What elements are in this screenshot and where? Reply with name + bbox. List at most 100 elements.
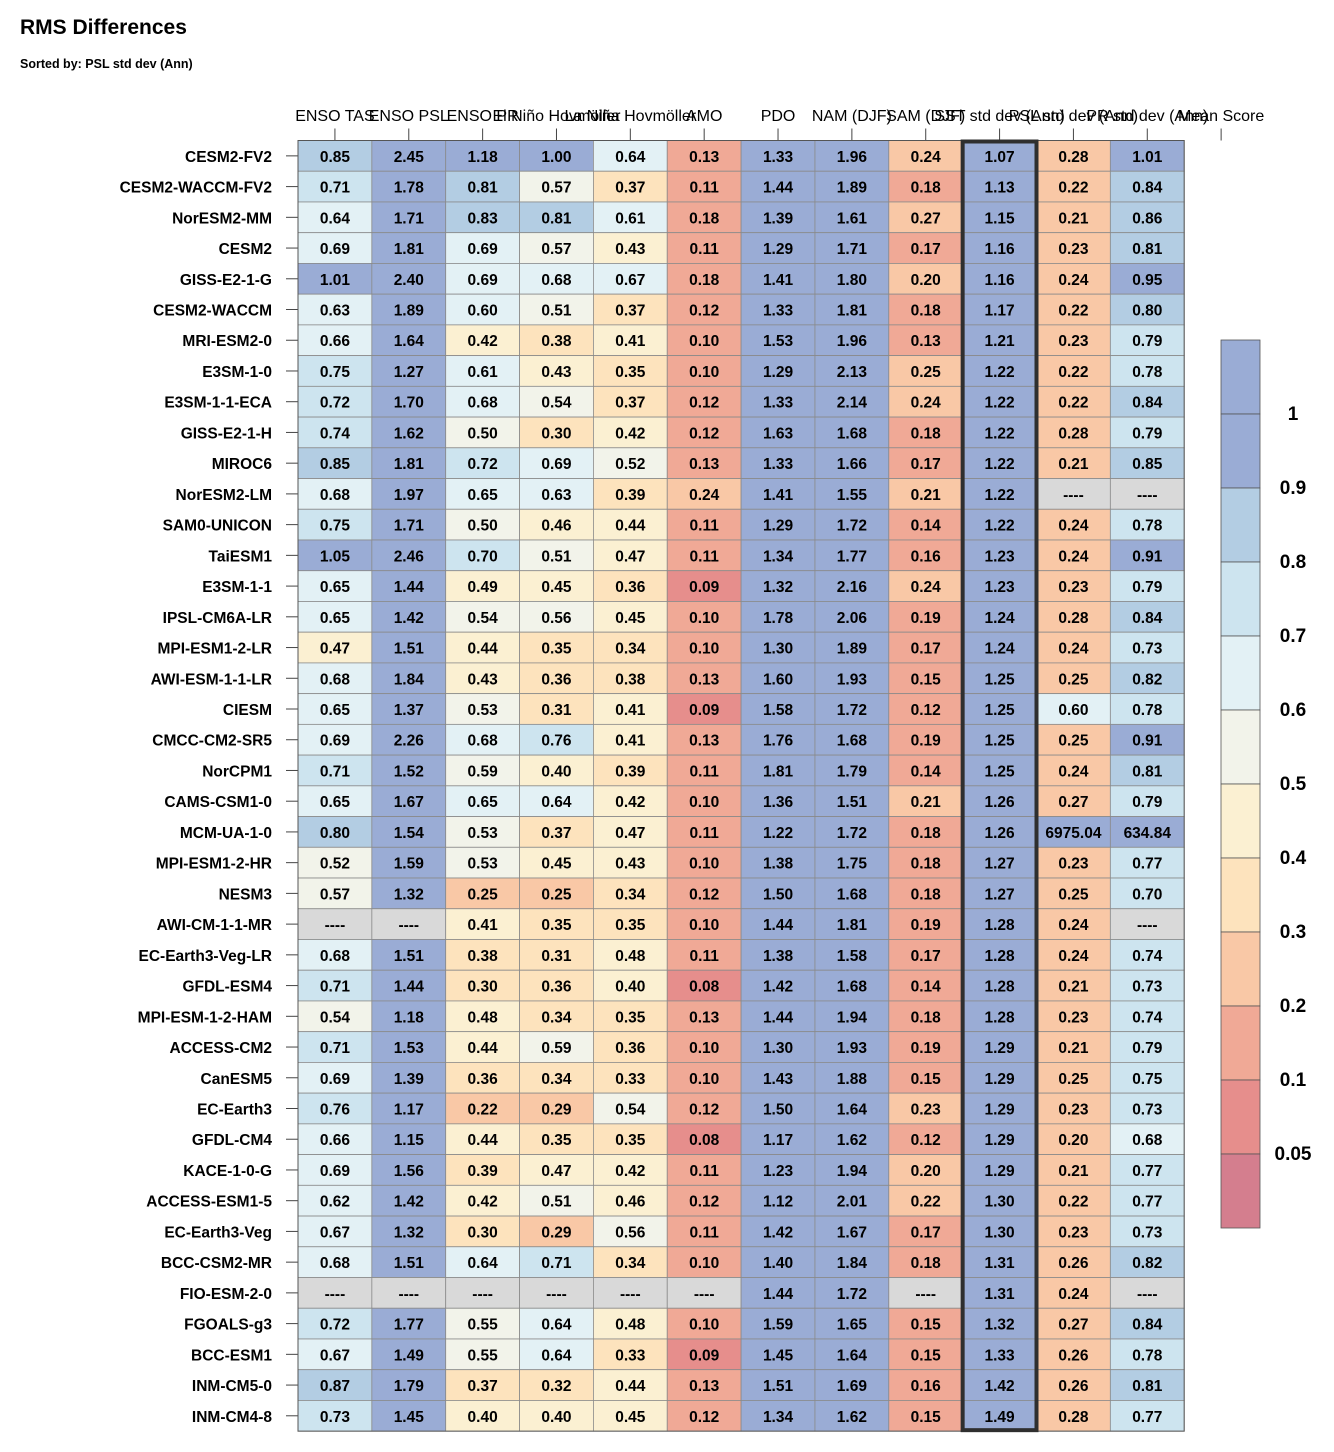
heatmap-cell [814,908,890,940]
cell-value-label: 0.37 [541,825,571,842]
cell-value-label: 2.01 [837,1194,868,1211]
cell-value-label: 0.09 [689,702,720,719]
cell-value-label: 0.27 [911,210,941,227]
heatmap-cell [1109,1215,1185,1248]
heatmap-cell [888,846,964,879]
heatmap-cell [1109,601,1185,633]
cell-value-label: 1.29 [984,1101,1015,1118]
cell-value-label: ---- [1137,487,1158,504]
heatmap-cell [740,1184,816,1217]
heatmap-cell [593,723,668,756]
cell-value-label: 1.42 [763,1224,793,1241]
heatmap-cell [445,1000,520,1033]
heatmap-cell [740,1154,816,1186]
cell-value-label: 1.29 [763,518,794,535]
cell-value-label: 0.24 [689,487,720,504]
cell-value-label: 1.42 [394,610,424,627]
cell-value-label: 0.18 [911,303,942,320]
heatmap-cell [593,1369,668,1401]
heatmap-cell [814,1123,890,1155]
cell-value-label: 0.52 [615,456,645,473]
cell-value-label: 1.93 [837,671,868,688]
cell-value-label: 1.25 [984,702,1015,719]
heatmap-cell [1036,478,1111,510]
heatmap-cell [888,324,964,357]
heatmap-cell [371,263,447,295]
cell-value-label: ---- [915,1286,936,1303]
cell-value-label: 0.25 [468,886,499,903]
heatmap-cell [297,508,373,541]
cell-value-label: 0.74 [1132,948,1163,965]
heatmap-cell [445,1369,520,1401]
cell-value-label: 0.36 [468,1071,499,1088]
cell-value-label: 1.43 [763,1071,794,1088]
cell-value-label: 0.35 [541,1132,572,1149]
colorbar-segment [1220,1153,1261,1229]
cell-value-label: 0.84 [1132,1317,1163,1334]
cell-value-label: 0.51 [541,303,572,320]
cell-value-label: 0.62 [320,1194,350,1211]
heatmap-cell [445,1123,520,1155]
cell-value-label: 1.18 [394,1009,425,1026]
row-label: NESM3 [219,886,273,903]
colorbar-label: 1 [1288,404,1299,425]
cell-value-label: 1.30 [763,641,793,658]
cell-value-label: 0.34 [615,1255,646,1272]
heatmap-cell [297,939,373,971]
cell-value-label: 2.06 [837,610,868,627]
cell-value-label: 0.84 [1132,395,1163,412]
heatmap-cell [519,908,594,940]
heatmap-cell [371,570,447,602]
cell-value-label: 0.11 [690,1224,720,1241]
heatmap-cell [1036,969,1111,1002]
cell-value-label: 0.18 [911,825,942,842]
cell-value-label: 0.28 [1058,425,1089,442]
heatmap-cell [814,1062,890,1094]
cell-value-label: 0.73 [1132,641,1163,658]
heatmap-cell [814,1031,890,1063]
heatmap-cell [814,1215,890,1248]
cell-value-label: 0.45 [615,1409,646,1426]
cell-value-label: 0.12 [689,1194,719,1211]
cell-value-label: 2.46 [394,548,425,565]
heatmap-cell [666,662,742,695]
cell-value-label: 1.93 [837,1040,868,1057]
cell-value-label: 0.42 [468,333,498,350]
cell-value-label: 1.22 [763,825,793,842]
cell-value-label: 1.88 [837,1071,868,1088]
cell-value-label: 0.37 [615,395,645,412]
cell-value-label: 1.77 [837,548,867,565]
row-label: MCM-UA-1-0 [180,825,272,842]
heatmap-cell [593,263,668,295]
cell-value-label: 0.84 [1132,610,1163,627]
heatmap-cell [371,908,447,940]
row-label: INM-CM5-0 [192,1378,272,1395]
heatmap-cell [371,1277,447,1309]
heatmap-cell [371,385,447,418]
heatmap-cell [666,263,742,295]
cell-value-label: 1.01 [1132,149,1163,166]
heatmap-cell [593,754,668,787]
row-label: ACCESS-CM2 [170,1040,272,1057]
cell-value-label: 0.75 [1132,1071,1163,1088]
cell-value-label: 0.95 [1132,272,1163,289]
cell-value-label: 0.23 [1058,856,1089,873]
cell-value-label: 0.46 [615,1194,646,1211]
cell-value-label: 0.67 [320,1347,350,1364]
row-label: CAMS-CSM1-0 [164,794,272,811]
cell-value-label: 0.12 [689,303,719,320]
cell-value-label: 0.63 [320,303,351,320]
cell-value-label: 0.24 [1058,763,1089,780]
cell-value-label: 0.51 [541,548,572,565]
cell-value-label: 1.51 [763,1378,794,1395]
cell-value-label: 0.55 [468,1317,499,1334]
cell-value-label: 0.59 [541,1040,572,1057]
heatmap-cell [814,601,890,633]
cell-value-label: 0.18 [911,856,942,873]
cell-value-label: 1.15 [394,1132,425,1149]
heatmap-cell [1036,631,1111,664]
cell-value-label: 0.71 [320,1040,351,1057]
cell-value-label: 1.33 [763,303,794,320]
cell-value-label: 1.32 [984,1317,1014,1334]
heatmap-cell [519,263,594,295]
